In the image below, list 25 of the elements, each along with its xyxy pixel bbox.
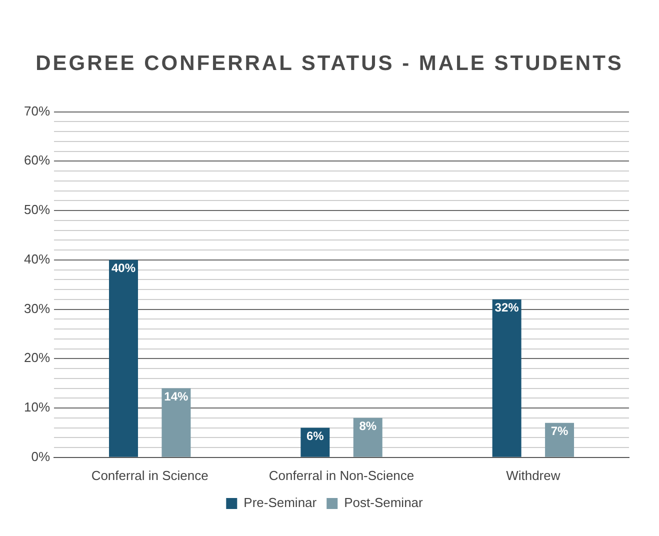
bar [109, 260, 138, 457]
y-tick-label: 50% [24, 202, 50, 218]
data-label: 7% [550, 424, 569, 438]
data-label: 40% [111, 261, 136, 276]
x-tick-label: Conferral in Science [91, 468, 208, 483]
y-tick-label: 70% [24, 103, 50, 118]
x-tick-label: Withdrew [506, 468, 561, 483]
data-label: 32% [494, 300, 520, 315]
y-tick-label: 20% [24, 350, 50, 366]
data-label: 8% [359, 419, 377, 434]
legend-label: Pre-Seminar [244, 495, 318, 510]
legend-label: Post-Seminar [344, 495, 424, 510]
bar [545, 422, 574, 457]
y-tick-label: 10% [24, 400, 50, 415]
data-label: 14% [164, 390, 189, 404]
chart-title: DEGREE CONFERRAL STATUS - MALE STUDENTS [34, 52, 624, 76]
bar [162, 388, 191, 457]
data-label: 6% [306, 429, 324, 444]
y-tick-label: 30% [24, 300, 50, 316]
y-tick-label: 40% [24, 251, 50, 266]
x-tick-label: Conferral in Non-Science [268, 468, 414, 483]
y-tick-label: 60% [24, 152, 50, 168]
bar [353, 418, 382, 457]
y-tick-label: 0% [31, 448, 50, 464]
bar [492, 299, 522, 457]
